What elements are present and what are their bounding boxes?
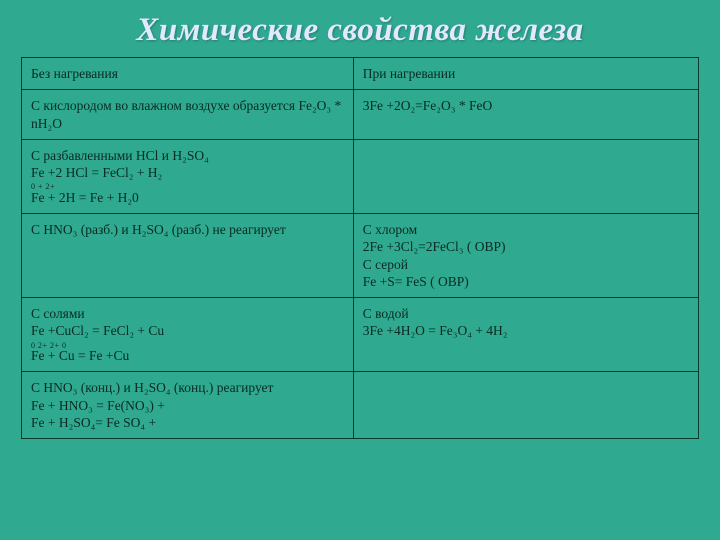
table-row: С солями Fe +CuCl₂ = FeCl₂ + Cu 0 2+ 2+ …	[22, 298, 699, 372]
cell-right	[353, 139, 698, 213]
line: С серой	[363, 257, 408, 272]
cell-left: С HNO₃ (конц.) и H₂SO₄ (конц.) реагирует…	[22, 372, 354, 439]
cell-left: С разбавленными HCl и H₂SO₄ Fe +2 HCl = …	[22, 139, 354, 213]
line: Fe +CuCl₂ = FeCl₂ + Cu	[31, 323, 164, 338]
cell-left: С кислородом во влажном воздухе образует…	[22, 90, 354, 140]
properties-table: Без нагревания При нагревании С кислород…	[21, 57, 699, 439]
cell-right	[353, 372, 698, 439]
table-row: С разбавленными HCl и H₂SO₄ Fe +2 HCl = …	[22, 139, 699, 213]
table-header-row: Без нагревания При нагревании	[22, 58, 699, 90]
cell-right: С хлором 2Fe +3Cl₂=2FeCl₃ ( ОВР) С серой…	[353, 213, 698, 297]
table-row: С HNO₃ (разб.) и H₂SO₄ (разб.) не реагир…	[22, 213, 699, 297]
line: С разбавленными HCl и H₂SO₄	[31, 148, 209, 163]
line: Fe +2 HCl = FeCl₂ + H₂	[31, 165, 162, 180]
cell-right: С водой 3Fe +4H₂O = Fe₃O₄ + 4H₂	[353, 298, 698, 372]
line: Fe + H₂SO₄= Fe SO₄ +	[31, 415, 156, 430]
line: 2Fe +3Cl₂=2FeCl₃ ( ОВР)	[363, 239, 506, 254]
header-left: Без нагревания	[22, 58, 354, 90]
cell-left: С солями Fe +CuCl₂ = FeCl₂ + Cu 0 2+ 2+ …	[22, 298, 354, 372]
cell-right: 3Fe +2O₂=Fe₂O₃ * FeO	[353, 90, 698, 140]
line: Fe +S= FeS ( ОВР)	[363, 274, 469, 289]
table-row: С кислородом во влажном воздухе образует…	[22, 90, 699, 140]
line: С хлором	[363, 222, 417, 237]
line: 3Fe +4H₂O = Fe₃O₄ + 4H₂	[363, 323, 508, 338]
cell-left: С HNO₃ (разб.) и H₂SO₄ (разб.) не реагир…	[22, 213, 354, 297]
table-row: С HNO₃ (конц.) и H₂SO₄ (конц.) реагирует…	[22, 372, 699, 439]
line: С водой	[363, 306, 409, 321]
line: С солями	[31, 306, 85, 321]
line: Fe + Cu = Fe +Cu	[31, 348, 129, 363]
line: Fe + 2H = Fe + H₂0	[31, 190, 139, 205]
page-title: Химические свойства железа	[0, 0, 720, 57]
line: С HNO₃ (конц.) и H₂SO₄ (конц.) реагирует	[31, 380, 273, 395]
line: Fe + HNO₃ = Fe(NO₃) +	[31, 398, 165, 413]
header-right: При нагревании	[353, 58, 698, 90]
